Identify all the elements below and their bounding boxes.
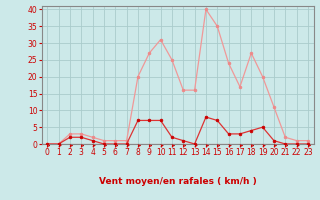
X-axis label: Vent moyen/en rafales ( km/h ): Vent moyen/en rafales ( km/h ) bbox=[99, 177, 256, 186]
